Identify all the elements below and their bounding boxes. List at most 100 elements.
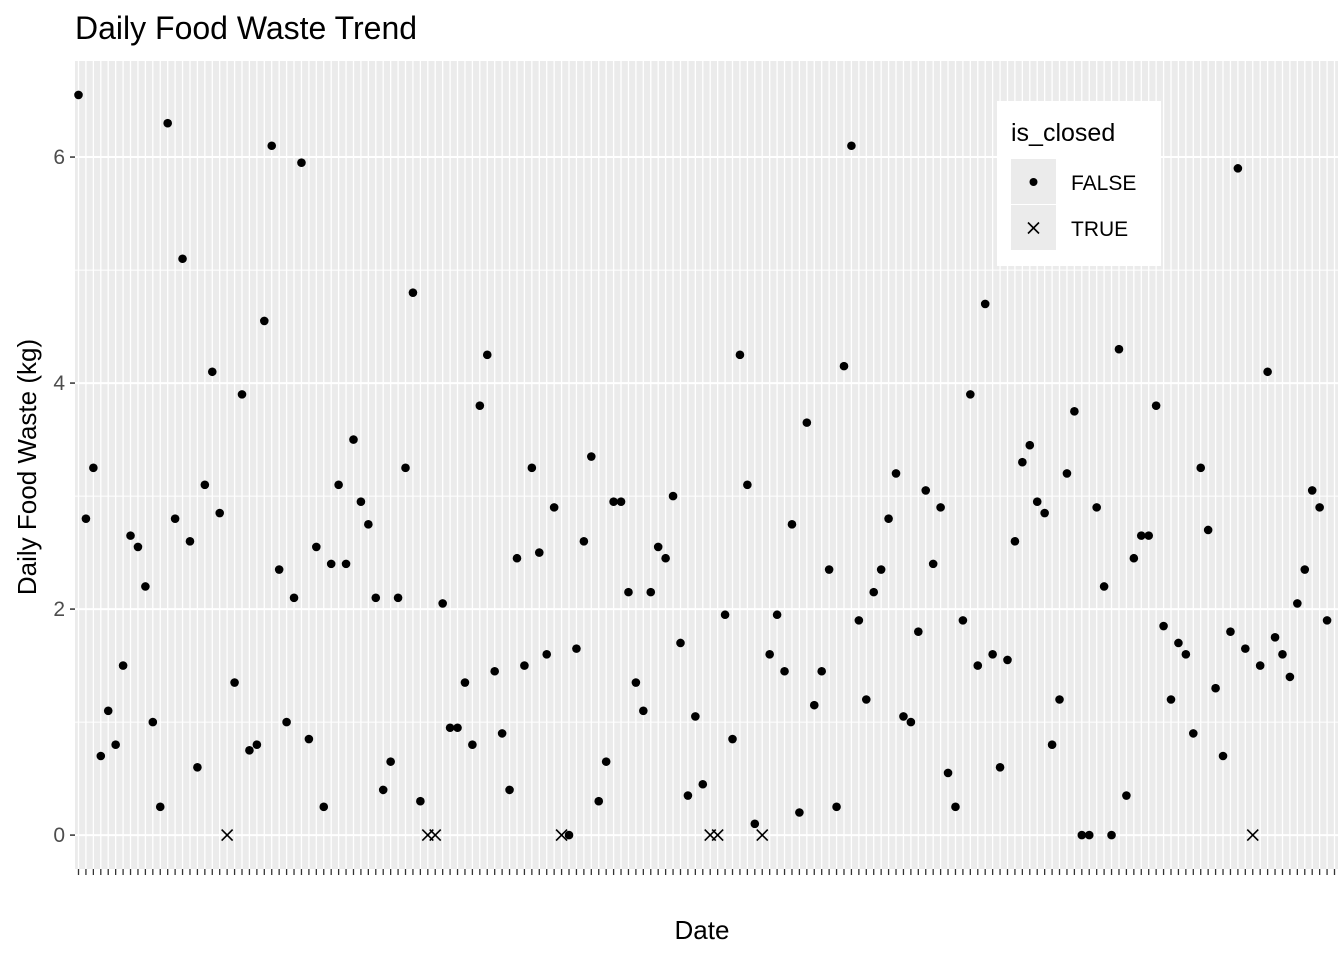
- point-false: [601, 757, 611, 766]
- point-false: [824, 565, 834, 574]
- point-false: [527, 463, 537, 473]
- cross-stroke: [756, 829, 769, 842]
- point-false: [408, 288, 418, 297]
- point-false: [668, 491, 678, 501]
- point-false: [906, 717, 916, 727]
- point-false: [1300, 565, 1310, 574]
- point-false: [334, 480, 343, 490]
- y-tick-label: 2: [53, 598, 65, 621]
- point-false: [1070, 407, 1079, 416]
- point-false: [928, 559, 938, 569]
- point-false: [1293, 599, 1302, 608]
- point-false: [445, 723, 455, 733]
- point-false: [832, 802, 841, 812]
- point-false: [653, 542, 663, 552]
- point-false: [326, 559, 336, 569]
- point-false: [453, 723, 462, 733]
- point-false: [207, 367, 217, 377]
- legend-label-true: TRUE: [1071, 218, 1128, 241]
- point-false: [772, 610, 782, 620]
- point-false: [1003, 655, 1012, 665]
- point-false: [505, 785, 514, 795]
- point-false: [126, 531, 135, 540]
- point-false: [289, 593, 299, 603]
- point-false: [534, 548, 544, 557]
- point-false: [163, 118, 172, 128]
- point-false: [698, 779, 708, 789]
- point-false: [1077, 830, 1087, 840]
- point-false: [1263, 367, 1272, 377]
- x-axis-title: Date: [675, 915, 730, 945]
- point-false: [386, 757, 395, 766]
- point-false: [1166, 695, 1176, 704]
- point-false: [141, 582, 150, 591]
- point-false: [795, 808, 804, 817]
- point-true: [221, 829, 234, 842]
- point-false: [1233, 164, 1243, 173]
- legend: is_closed FALSE TRUE: [997, 101, 1161, 266]
- point-false: [185, 536, 195, 546]
- point-false: [512, 553, 522, 563]
- point-false: [728, 734, 737, 744]
- point-false: [646, 587, 656, 597]
- point-false: [780, 666, 789, 676]
- point-false: [1114, 344, 1124, 354]
- point-false: [416, 796, 425, 806]
- point-false: [341, 559, 351, 569]
- point-false: [988, 649, 997, 659]
- chart-title: Daily Food Waste Trend: [75, 10, 417, 46]
- legend-cross-icon: [1027, 221, 1040, 235]
- point-false: [1136, 531, 1146, 540]
- cross-stroke: [1246, 829, 1259, 842]
- point-false: [1084, 830, 1094, 840]
- point-true: [1246, 829, 1259, 842]
- y-tick-label: 0: [53, 824, 65, 847]
- point-false: [1159, 621, 1168, 631]
- point-false: [252, 740, 262, 749]
- point-false: [817, 666, 826, 676]
- point-true: [756, 829, 769, 842]
- point-false: [103, 706, 113, 716]
- point-false: [520, 661, 529, 670]
- point-false: [854, 616, 864, 625]
- point-false: [1203, 525, 1213, 535]
- point-false: [1099, 582, 1109, 591]
- legend-label-false: FALSE: [1071, 172, 1136, 195]
- point-false: [148, 717, 158, 727]
- point-false: [497, 729, 507, 738]
- point-false: [200, 480, 210, 490]
- point-false: [460, 678, 470, 687]
- point-false: [304, 734, 314, 744]
- point-false: [861, 695, 871, 704]
- point-false: [193, 762, 202, 772]
- point-false: [951, 802, 960, 812]
- point-false: [676, 638, 685, 648]
- point-false: [267, 141, 277, 151]
- point-false: [980, 299, 990, 309]
- y-axis: 0 2 4 6: [53, 146, 75, 847]
- point-false: [1218, 751, 1228, 761]
- point-false: [89, 463, 98, 473]
- point-false: [378, 785, 388, 795]
- point-false: [170, 514, 180, 523]
- point-false: [1151, 401, 1161, 410]
- point-false: [1174, 638, 1183, 648]
- point-false: [1144, 531, 1154, 540]
- point-false: [1315, 503, 1324, 512]
- point-false: [891, 469, 901, 478]
- legend-dot-icon: [1029, 178, 1038, 186]
- point-false: [631, 678, 641, 687]
- point-false: [1285, 672, 1295, 682]
- point-false: [468, 740, 477, 749]
- point-false: [237, 390, 247, 399]
- point-true: [555, 829, 568, 842]
- point-false: [661, 553, 670, 563]
- point-false: [594, 796, 604, 806]
- point-false: [1047, 740, 1057, 749]
- point-false: [356, 497, 366, 507]
- point-false: [943, 768, 953, 778]
- point-false: [1307, 486, 1317, 495]
- point-false: [564, 830, 574, 840]
- point-false: [1322, 616, 1332, 625]
